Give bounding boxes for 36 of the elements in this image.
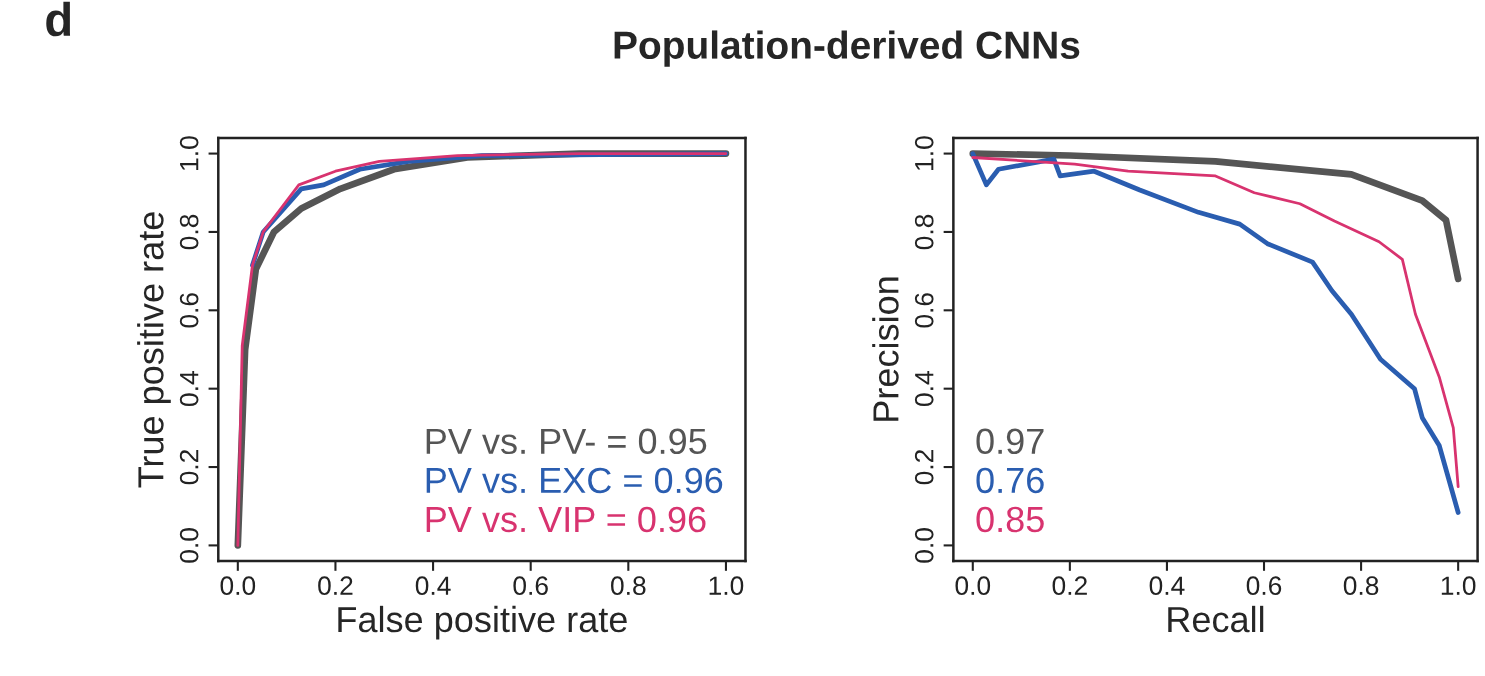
text: 0.85 — [976, 506, 1044, 533]
text: 0.97 — [976, 428, 1044, 455]
y-tick-label: 0.4 — [179, 371, 199, 406]
y-axis-title: Precision — [872, 277, 899, 421]
x-tick-label: 1.0 — [709, 576, 744, 596]
x-tick-label: 0.4 — [415, 576, 451, 596]
text: 0.76 — [976, 467, 1044, 494]
y-axis-title: True positive rate — [137, 212, 171, 488]
text: Population-derived CNNs — [614, 30, 1080, 67]
text: PV vs. EXC = 0.96 — [426, 467, 723, 494]
x-tick-label: 0.4 — [1149, 576, 1185, 596]
y-tick-label: 0.8 — [914, 214, 934, 250]
x-tick-label: 0.8 — [1343, 576, 1379, 596]
text: d — [46, 1, 71, 37]
x-tick-label: 0.6 — [1246, 576, 1282, 596]
x-tick-label: 0.0 — [220, 576, 256, 596]
text: PV vs. PV- = 0.95 — [426, 428, 707, 455]
y-tick-label: 0.4 — [914, 371, 934, 406]
x-tick-label: 0.2 — [1052, 576, 1087, 596]
x-tick-label: 0.0 — [955, 576, 991, 596]
y-tick-label: 0.2 — [914, 450, 934, 485]
y-tick-label: 0.8 — [179, 214, 199, 250]
x-tick-label: 0.8 — [611, 576, 646, 596]
y-tick-label: 0.6 — [179, 293, 199, 328]
x-axis-title: Recall — [1168, 605, 1264, 633]
y-tick-label: 1.0 — [179, 136, 199, 170]
text: PV vs. VIP = 0.96 — [426, 506, 706, 533]
x-tick-label: 1.0 — [1441, 576, 1476, 596]
y-tick-label: 0.0 — [179, 528, 199, 563]
x-axis-title: False positive rate — [338, 605, 627, 640]
y-tick-label: 1.0 — [914, 136, 934, 170]
y-tick-label: 0.2 — [179, 450, 199, 485]
y-tick-label: 0.0 — [914, 528, 934, 563]
y-tick-label: 0.6 — [914, 293, 934, 328]
x-tick-label: 0.2 — [318, 576, 353, 596]
x-tick-label: 0.6 — [513, 576, 548, 596]
